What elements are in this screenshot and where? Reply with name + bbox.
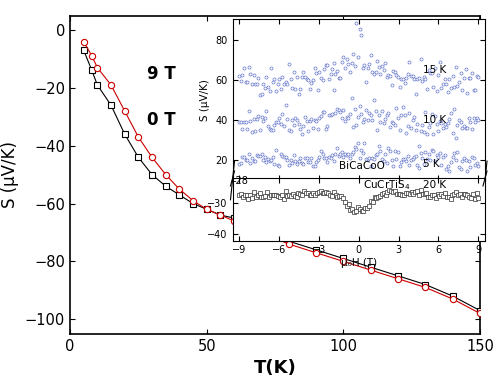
Text: CuCrTiS$_4$: CuCrTiS$_4$ xyxy=(362,178,410,192)
Text: 5 K: 5 K xyxy=(422,159,439,169)
Text: 9 T: 9 T xyxy=(146,65,176,83)
Text: 10 K: 10 K xyxy=(422,115,446,125)
Text: 20 K: 20 K xyxy=(422,180,446,190)
Text: BiCaCoO: BiCaCoO xyxy=(339,161,384,171)
Text: -28: -28 xyxy=(232,176,248,186)
X-axis label: μ₀H (T): μ₀H (T) xyxy=(340,258,377,268)
Text: CuCrTiS$_4$: CuCrTiS$_4$ xyxy=(240,211,362,239)
Y-axis label: S (μV/K): S (μV/K) xyxy=(2,141,20,208)
Text: 15 K: 15 K xyxy=(422,65,446,75)
Text: 0 T: 0 T xyxy=(146,111,175,130)
Y-axis label: S (μV/K): S (μV/K) xyxy=(200,79,209,121)
X-axis label: T(K): T(K) xyxy=(254,359,296,377)
